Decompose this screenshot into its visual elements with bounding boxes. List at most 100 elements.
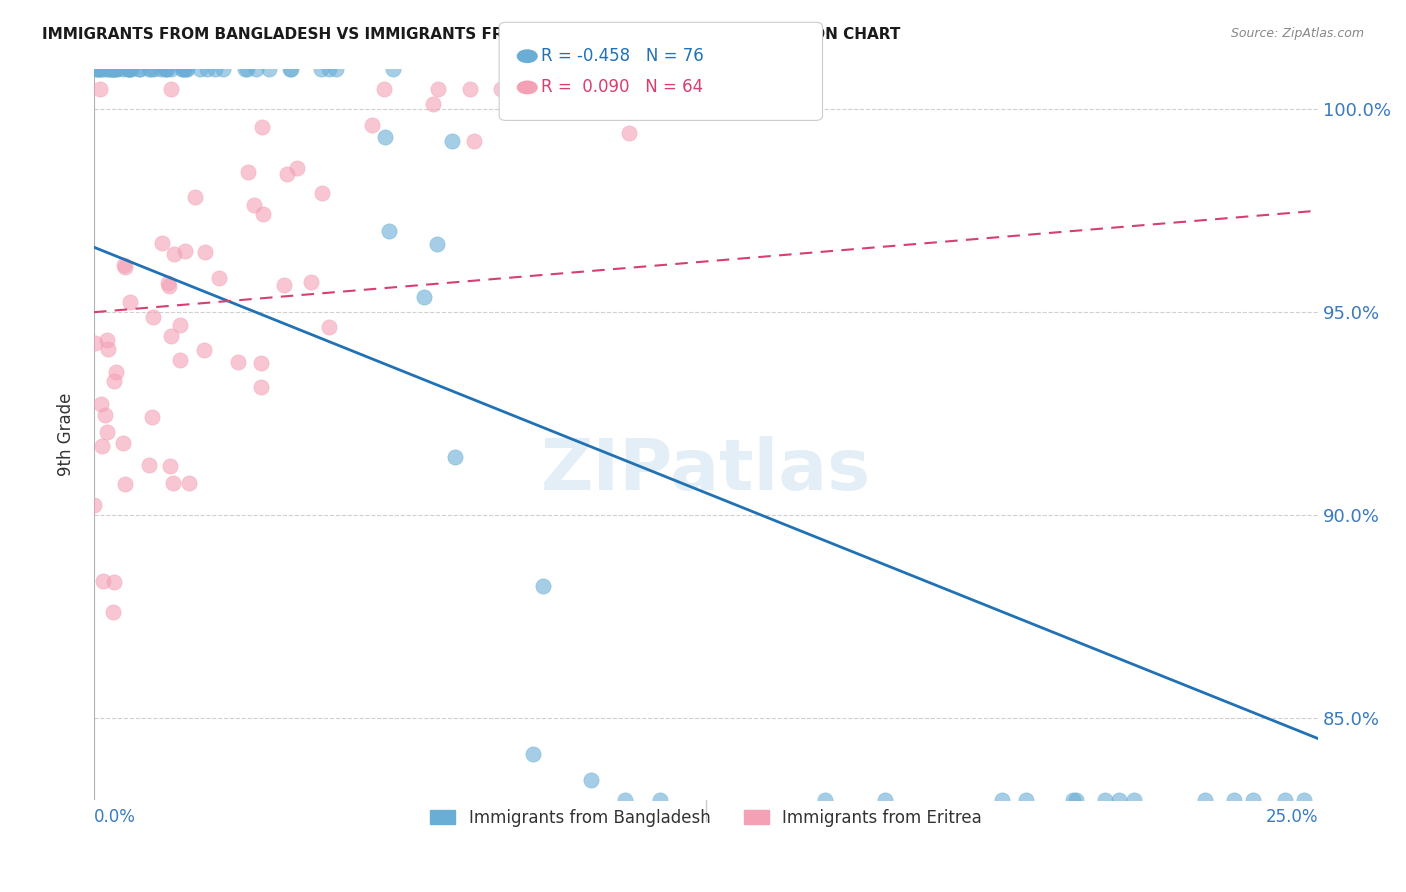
Point bbox=[163, 247, 186, 261]
Point bbox=[533, 579, 555, 593]
Point bbox=[155, 62, 177, 76]
Point bbox=[138, 458, 160, 472]
Point bbox=[208, 270, 231, 285]
Point bbox=[458, 82, 481, 96]
Point bbox=[1241, 792, 1264, 806]
Point bbox=[84, 62, 107, 76]
Point bbox=[149, 62, 172, 76]
Point bbox=[381, 62, 404, 77]
Point bbox=[422, 96, 444, 111]
Point bbox=[156, 62, 179, 76]
Point bbox=[97, 343, 120, 357]
Point bbox=[657, 82, 679, 96]
Point bbox=[280, 62, 302, 76]
Point bbox=[169, 318, 191, 332]
Point bbox=[87, 62, 110, 76]
Point bbox=[89, 82, 111, 96]
Point bbox=[142, 62, 165, 76]
Text: Source: ZipAtlas.com: Source: ZipAtlas.com bbox=[1230, 27, 1364, 40]
Point bbox=[873, 792, 896, 806]
Point bbox=[89, 62, 111, 76]
Point bbox=[90, 397, 112, 411]
Point bbox=[489, 82, 512, 96]
Point bbox=[118, 294, 141, 309]
Point bbox=[250, 356, 273, 370]
Point bbox=[138, 62, 160, 76]
Point bbox=[245, 62, 267, 76]
Point bbox=[101, 605, 124, 619]
Point bbox=[160, 82, 183, 96]
Point bbox=[276, 167, 298, 181]
Text: R = -0.458   N = 76: R = -0.458 N = 76 bbox=[541, 47, 704, 65]
Text: R =  0.090   N = 64: R = 0.090 N = 64 bbox=[541, 78, 703, 96]
Point bbox=[111, 436, 134, 450]
Point bbox=[103, 62, 125, 76]
Point bbox=[318, 320, 340, 334]
Point bbox=[1015, 792, 1038, 806]
Point bbox=[83, 498, 105, 512]
Point bbox=[534, 82, 557, 96]
Point bbox=[112, 62, 135, 76]
Point bbox=[177, 475, 200, 490]
Point bbox=[142, 310, 165, 324]
Point bbox=[173, 62, 195, 76]
Point bbox=[569, 82, 592, 96]
Point bbox=[160, 62, 183, 76]
Point bbox=[1274, 792, 1296, 806]
Point bbox=[176, 62, 198, 76]
Point bbox=[86, 62, 108, 76]
Point bbox=[426, 236, 449, 251]
Point bbox=[257, 62, 280, 76]
Point bbox=[250, 379, 273, 393]
Point bbox=[309, 62, 332, 76]
Point bbox=[93, 62, 115, 76]
Point bbox=[170, 62, 193, 76]
Point bbox=[285, 161, 308, 176]
Point bbox=[1108, 792, 1130, 806]
Text: IMMIGRANTS FROM BANGLADESH VS IMMIGRANTS FROM ERITREA 9TH GRADE CORRELATION CHAR: IMMIGRANTS FROM BANGLADESH VS IMMIGRANTS… bbox=[42, 27, 901, 42]
Point bbox=[101, 62, 124, 76]
Point bbox=[1062, 792, 1084, 806]
Point bbox=[96, 333, 118, 347]
Point bbox=[97, 62, 120, 76]
Point bbox=[162, 475, 184, 490]
Point bbox=[104, 365, 127, 379]
Point bbox=[114, 477, 136, 491]
Point bbox=[100, 62, 122, 76]
Point bbox=[236, 165, 259, 179]
Point bbox=[128, 62, 150, 76]
Point bbox=[614, 792, 637, 806]
Point bbox=[444, 450, 467, 464]
Point bbox=[278, 62, 301, 76]
Point bbox=[463, 134, 485, 148]
Point bbox=[159, 459, 181, 474]
Point bbox=[105, 62, 128, 76]
Text: 25.0%: 25.0% bbox=[1265, 807, 1319, 826]
Point bbox=[236, 62, 259, 76]
Point bbox=[153, 62, 176, 76]
Point bbox=[157, 279, 180, 293]
Point bbox=[118, 62, 141, 76]
Point bbox=[90, 439, 112, 453]
Point bbox=[311, 186, 333, 200]
Point bbox=[118, 62, 141, 76]
Text: 0.0%: 0.0% bbox=[94, 807, 136, 826]
Point bbox=[141, 409, 163, 424]
Point bbox=[117, 62, 139, 76]
Point bbox=[648, 792, 671, 806]
Point bbox=[991, 792, 1014, 806]
Point bbox=[226, 355, 249, 369]
Point bbox=[1194, 792, 1216, 806]
Point bbox=[814, 792, 837, 806]
Point bbox=[96, 425, 118, 440]
Point bbox=[1122, 792, 1144, 806]
Point bbox=[89, 62, 111, 76]
Point bbox=[156, 276, 179, 290]
Point bbox=[204, 62, 226, 76]
Point bbox=[413, 290, 436, 304]
Point bbox=[361, 118, 384, 132]
Point bbox=[325, 62, 347, 76]
Point bbox=[1292, 792, 1315, 806]
Point bbox=[195, 62, 218, 76]
Point bbox=[502, 87, 524, 102]
